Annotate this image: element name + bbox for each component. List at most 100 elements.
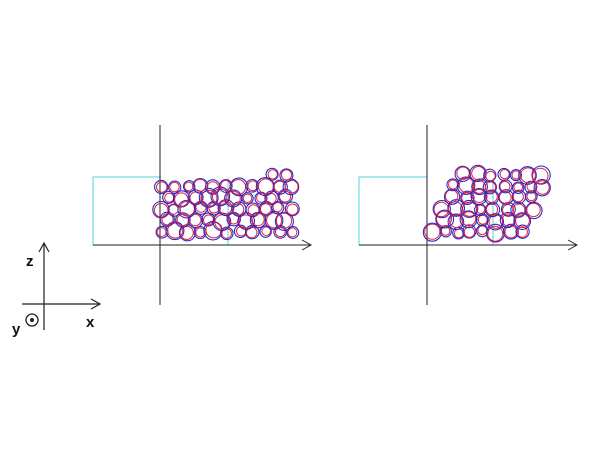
x-arrowhead-icon: [90, 298, 102, 310]
particle-inner: [532, 167, 549, 185]
particle-inner: [520, 167, 536, 184]
particle-inner: [164, 192, 175, 203]
particle-inner: [188, 213, 202, 227]
particle-outer: [264, 210, 284, 230]
particle-inner: [287, 227, 298, 238]
particle-outer: [531, 165, 551, 185]
particle-outer: [502, 223, 519, 240]
particle-cluster: [152, 167, 300, 242]
particle-inner: [238, 214, 254, 230]
particle-inner: [206, 181, 220, 194]
right-panel: [358, 125, 579, 305]
particle-inner: [225, 190, 241, 206]
particle-inner: [261, 226, 272, 236]
particle-outer: [511, 181, 525, 194]
particle-inner: [535, 180, 550, 195]
particle-inner: [267, 169, 278, 180]
particle-outer: [272, 179, 288, 195]
particle-inner: [247, 204, 260, 217]
particle-outer: [241, 192, 254, 205]
particle-inner: [433, 201, 449, 218]
particle-outer: [274, 211, 294, 231]
particle-outer: [198, 187, 219, 208]
particle-outer: [518, 166, 537, 185]
particle-outer: [515, 224, 530, 239]
particle-outer: [220, 226, 234, 241]
particle-outer: [206, 201, 221, 216]
particle-inner: [156, 227, 167, 238]
x-arrowhead-icon: [301, 239, 313, 251]
particle-outer: [475, 213, 489, 227]
particle-inner: [456, 166, 470, 180]
particle-outer: [168, 180, 182, 194]
particle-outer: [177, 199, 196, 219]
particle-outer: [201, 212, 216, 227]
particle-outer: [218, 179, 233, 193]
particle-inner: [471, 166, 486, 181]
x-arrowhead-icon: [567, 239, 579, 251]
particle-inner: [167, 222, 184, 239]
particle-inner: [200, 189, 218, 207]
particle-outer: [533, 179, 551, 197]
particle-inner: [247, 180, 259, 192]
particle-inner: [515, 213, 530, 229]
particle-inner: [284, 179, 299, 194]
y-out-of-plane-icon: [25, 313, 39, 327]
particle-inner: [475, 204, 486, 215]
particle-outer: [460, 190, 475, 205]
particle-outer: [182, 180, 196, 193]
x-axis-label: x: [86, 314, 95, 331]
particle-outer: [187, 212, 204, 229]
y-axis-label: y: [12, 321, 21, 338]
particle-outer: [483, 168, 497, 182]
particle-inner: [526, 202, 541, 218]
particle-outer: [524, 180, 538, 194]
particle-inner: [279, 190, 292, 203]
particle-inner: [242, 193, 253, 204]
particle-outer: [525, 201, 543, 220]
particle-outer: [456, 176, 476, 195]
particle-outer: [435, 209, 455, 229]
particle-inner: [168, 204, 179, 215]
particle-cluster: [422, 164, 551, 243]
particle-inner: [259, 203, 272, 215]
particle-inner: [477, 214, 488, 225]
particle-inner: [286, 203, 299, 216]
z-axis-label: z: [26, 253, 34, 270]
particle-outer: [284, 201, 300, 217]
particle-outer: [432, 199, 451, 219]
particle-inner: [275, 212, 293, 229]
particle-inner: [513, 182, 524, 193]
particle-inner: [477, 225, 488, 236]
particle-outer: [470, 188, 488, 205]
particle-outer: [162, 190, 176, 204]
particle-inner: [440, 226, 451, 236]
particle-inner: [436, 210, 452, 227]
particle-outer: [509, 169, 523, 182]
particle-inner: [485, 170, 496, 182]
particle-inner: [499, 169, 510, 180]
particle-outer: [462, 224, 477, 239]
particle-inner: [195, 227, 206, 238]
particle-outer: [165, 221, 185, 241]
particle-outer: [460, 199, 479, 218]
z-arrowhead-icon: [38, 241, 50, 253]
particle-outer: [286, 226, 300, 239]
particle-inner: [487, 225, 504, 242]
particle-inner: [453, 228, 464, 239]
particle-inner: [169, 181, 180, 193]
particle-outer: [265, 167, 279, 181]
particle-inner: [485, 203, 499, 216]
particle-outer: [154, 179, 169, 195]
particle-inner: [516, 226, 528, 238]
particle-inner: [512, 203, 526, 217]
particle-outer: [229, 177, 249, 197]
particle-inner: [463, 226, 476, 238]
particle-inner: [448, 179, 458, 190]
particle-outer: [279, 168, 294, 183]
particle-inner: [526, 191, 537, 202]
particle-outer: [446, 178, 460, 192]
particle-outer: [282, 178, 300, 196]
left-panel: [92, 125, 313, 305]
